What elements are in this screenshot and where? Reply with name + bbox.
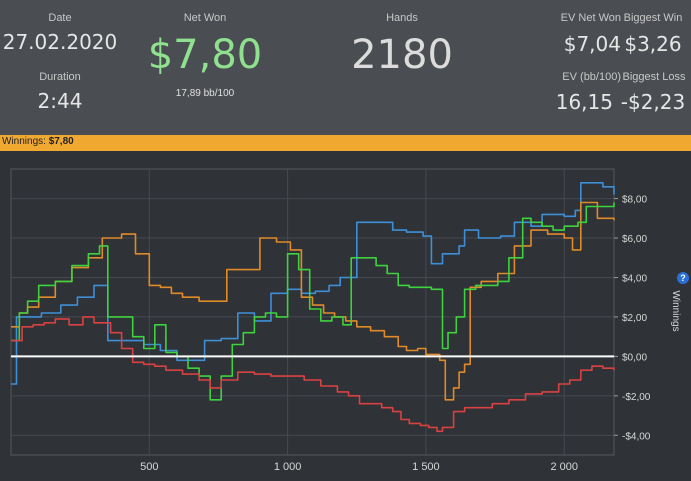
y-tick-label: $2,00 [622, 313, 647, 324]
winnings-summary: Winnings: $7,80 [2, 136, 74, 147]
x-tick-label: 1 000 [274, 461, 302, 473]
hands-label: Hands [386, 12, 418, 24]
y-tick-label: $4,00 [622, 273, 647, 284]
x-tick-label: 2 000 [550, 461, 578, 473]
ev-bb-per-100-label: EV (bb/100) [562, 71, 621, 83]
x-axis: 500 1 000 1 500 2 000 [140, 461, 578, 473]
series-line-4 [11, 316, 615, 433]
duration-value: 2:44 [37, 89, 83, 113]
y-axis-label: Winnings [670, 290, 681, 331]
series-lines [11, 182, 615, 433]
winnings-value: $7,80 [48, 136, 74, 147]
x-tick-label: 500 [140, 461, 158, 473]
y-tick-label: -$4,00 [622, 431, 651, 442]
ev-bb-per-100-value: 16,15 [555, 90, 613, 114]
winnings-chart: 500 1 000 1 500 2 000 $8,00 $6,00 $4,00 $2,00 $… [0, 151, 691, 477]
series-line-1 [11, 182, 615, 385]
date-value: 27.02.2020 [2, 30, 118, 54]
net-won-value: $7,80 [147, 32, 263, 78]
x-tick-label: 1 500 [412, 461, 440, 473]
ev-net-won-label: EV Net Won [560, 12, 621, 24]
y-tick-label: $6,00 [622, 234, 647, 245]
net-won-label: Net Won [183, 12, 227, 24]
help-icon[interactable]: ? [677, 272, 689, 284]
y-tick-label: $8,00 [622, 195, 647, 206]
hands-value: 2180 [351, 32, 453, 78]
y-tick-label: -$2,00 [622, 392, 651, 403]
biggest-win-label: Biggest Win [623, 12, 683, 24]
session-summary-header: Date 27.02.2020 Duration 2:44 Net Won $7… [0, 0, 691, 135]
biggest-loss-label: Biggest Loss [622, 71, 686, 83]
plot-area [10, 168, 615, 456]
series-line-2 [11, 201, 615, 401]
duration-label: Duration [39, 71, 81, 83]
ev-net-won-value: $7,04 [563, 32, 621, 56]
winnings-label: Winnings: [2, 136, 46, 147]
biggest-win-value: $3,26 [624, 32, 682, 56]
series-line-3 [11, 202, 615, 401]
net-won-bb-per-100: 17,89 bb/100 [175, 88, 235, 99]
date-label: Date [48, 12, 72, 24]
y-axis: $8,00 $6,00 $4,00 $2,00 $0,00 -$2,00 -$4,00 [614, 195, 651, 442]
winnings-chart-svg: 500 1 000 1 500 2 000 $8,00$6,00$4,00$2,00$… [10, 168, 681, 473]
winnings-bar: Winnings: $7,80 ? [0, 135, 691, 284]
y-tick-label: $0,00 [622, 352, 647, 363]
biggest-loss-value: -$2,23 [620, 90, 686, 114]
